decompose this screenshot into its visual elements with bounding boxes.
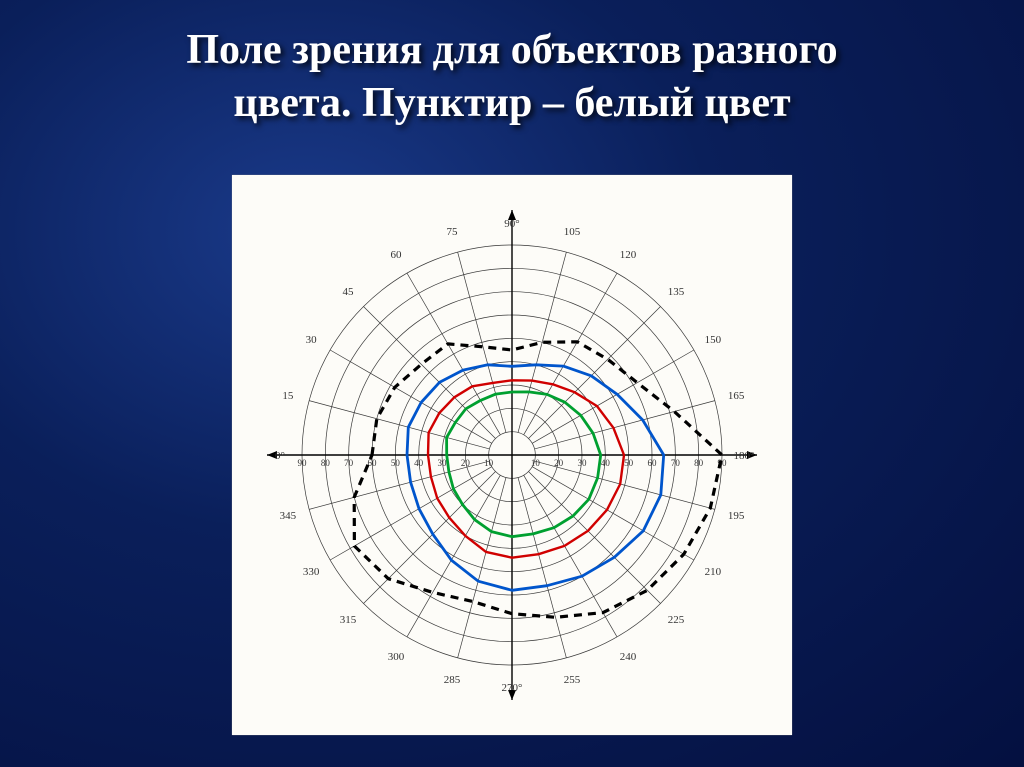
svg-text:60: 60: [368, 458, 378, 468]
svg-text:90: 90: [298, 458, 308, 468]
svg-text:195: 195: [728, 510, 745, 522]
svg-text:0°: 0°: [275, 450, 285, 462]
svg-text:270°: 270°: [502, 682, 523, 694]
svg-text:120: 120: [620, 249, 637, 261]
svg-text:10: 10: [484, 458, 494, 468]
svg-text:315: 315: [340, 614, 357, 626]
svg-text:60: 60: [648, 458, 658, 468]
svg-text:80: 80: [694, 458, 704, 468]
svg-text:165: 165: [728, 390, 745, 402]
svg-text:10: 10: [531, 458, 541, 468]
svg-text:90°: 90°: [504, 218, 519, 230]
slide: Поле зрения для объектов разного цвета. …: [0, 0, 1024, 767]
svg-text:40: 40: [601, 458, 611, 468]
svg-text:285: 285: [444, 674, 461, 686]
svg-text:20: 20: [461, 458, 471, 468]
svg-text:70: 70: [344, 458, 354, 468]
svg-text:40: 40: [414, 458, 424, 468]
svg-text:30: 30: [578, 458, 588, 468]
polar-chart: 0° 15 30 45 60 75 90° 105 120 135 150 165 180° 195 210…: [232, 175, 792, 735]
title-line-2: цвета. Пунктир – белый цвет: [233, 80, 790, 126]
svg-text:345: 345: [280, 510, 297, 522]
svg-text:70: 70: [671, 458, 681, 468]
svg-text:50: 50: [391, 458, 401, 468]
svg-text:105: 105: [564, 226, 581, 238]
svg-text:255: 255: [564, 674, 581, 686]
svg-text:30: 30: [306, 334, 318, 346]
svg-text:135: 135: [668, 286, 685, 298]
svg-text:15: 15: [282, 390, 294, 402]
svg-text:60: 60: [391, 249, 403, 261]
svg-text:80: 80: [321, 458, 331, 468]
svg-text:50: 50: [624, 458, 634, 468]
svg-text:30: 30: [438, 458, 448, 468]
svg-text:225: 225: [668, 614, 685, 626]
title-line-1: Поле зрения для объектов разного: [186, 27, 837, 73]
svg-text:75: 75: [446, 226, 458, 238]
svg-text:150: 150: [705, 334, 722, 346]
svg-text:45: 45: [342, 286, 354, 298]
svg-text:300: 300: [388, 651, 405, 663]
svg-text:330: 330: [303, 566, 320, 578]
svg-text:210: 210: [705, 566, 722, 578]
svg-text:180°: 180°: [734, 450, 755, 462]
slide-title: Поле зрения для объектов разного цвета. …: [0, 24, 1024, 129]
svg-text:240: 240: [620, 651, 637, 663]
polar-svg: 0° 15 30 45 60 75 90° 105 120 135 150 165 180° 195 210…: [232, 175, 792, 735]
svg-text:20: 20: [554, 458, 564, 468]
